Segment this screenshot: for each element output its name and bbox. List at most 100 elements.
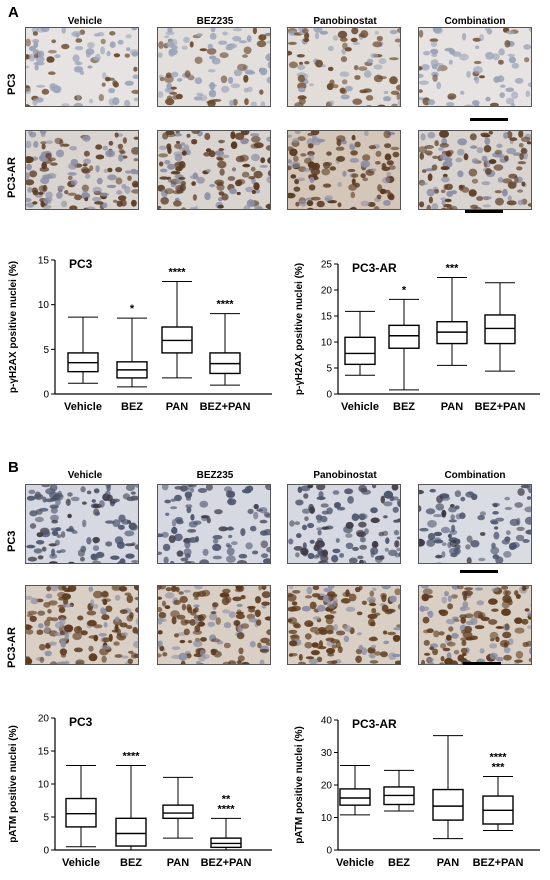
y-tick-label: 10 (38, 780, 50, 791)
y-tick-label: 20 (321, 286, 333, 297)
significance-label: **** (217, 803, 235, 815)
x-tick-label: Vehicle (336, 857, 374, 869)
significance-label: **** (168, 266, 186, 278)
micrograph-pc3-b-3 (287, 484, 401, 564)
col-head-vehicle-a: Vehicle (67, 16, 103, 27)
micrograph-pc3ar-a-4 (418, 130, 532, 210)
micrograph-pc3-b-2 (157, 484, 271, 564)
micrograph-pc3-b-4 (418, 484, 532, 564)
y-tick-label: 20 (38, 714, 50, 725)
x-tick-label: Vehicle (341, 401, 379, 413)
row-head-pc3-b: PC3 (6, 530, 18, 552)
scale-bar (470, 118, 508, 121)
y-tick-label: 15 (38, 747, 50, 758)
y-tick-label: 10 (321, 813, 333, 824)
box (484, 314, 516, 345)
col-head-vehicle-b: Vehicle (67, 470, 103, 481)
x-tick-label: PAN (166, 401, 188, 413)
micrograph-pc3-a-1 (25, 27, 139, 107)
significance-label: *** (492, 762, 506, 774)
col-head-pan-a: Panobinostat (313, 16, 377, 27)
micrograph-pc3ar-a-3 (287, 130, 401, 210)
x-tick-label: BEZ+PAN (200, 401, 251, 413)
y-tick-label: 30 (321, 748, 333, 759)
x-tick-label: PAN (441, 401, 463, 413)
x-tick-label: BEZ+PAN (473, 857, 524, 869)
micrograph-pc3ar-b-4 (418, 585, 532, 665)
row-head-pc3ar-a: PC3-AR (6, 157, 18, 198)
chart-title: PC3-AR (352, 261, 397, 275)
box (432, 788, 464, 821)
scale-bar (463, 662, 501, 665)
x-tick-label: BEZ+PAN (475, 401, 526, 413)
significance-label: **** (489, 752, 507, 764)
y-tick-label: 10 (38, 300, 50, 311)
x-tick-label: BEZ (388, 857, 410, 869)
scale-bar (465, 210, 503, 213)
chart-title: PC3-AR (352, 717, 397, 731)
panel-b-letter: B (8, 459, 19, 476)
y-tick-label: 20 (321, 781, 333, 792)
box (115, 817, 147, 847)
chart-pc3ar-patm: pATM positive nuclei (%) PC3-AR 0 10 20 30 40 V… (294, 716, 540, 869)
box (65, 797, 97, 828)
col-head-bez-b: BEZ235 (196, 470, 234, 481)
chart-pc3-patm: pATM positive nuclei (%) PC3 0 5 10 15 20 Vehic… (8, 714, 272, 869)
x-tick-label: PAN (437, 857, 459, 869)
x-tick-label: BEZ (393, 401, 415, 413)
chart-pc3ar-gammah2ax: p-γH2AX positive nuclei (%) PC3-AR 0 5 10 15 2… (294, 260, 540, 413)
significance-label: * (402, 284, 407, 296)
micrograph-pc3ar-b-3 (287, 585, 401, 665)
y-axis-label: p-γH2AX positive nuclei (%) (294, 263, 305, 395)
micrograph-pc3-a-4 (418, 27, 532, 107)
micrograph-pc3ar-b-2 (157, 585, 271, 665)
col-head-bez-a: BEZ235 (196, 16, 234, 27)
chart-title: PC3 (69, 715, 93, 729)
y-tick-label: 15 (321, 312, 333, 323)
x-tick-label: PAN (167, 857, 189, 869)
y-tick-label: 10 (321, 338, 333, 349)
chart-title: PC3 (69, 257, 93, 271)
significance-label: * (130, 303, 135, 315)
chart-pc3-gammah2ax: p-γH2AX positive nuclei (%) PC3 0 5 10 15 Vehi… (8, 256, 272, 413)
significance-label: **** (216, 299, 234, 311)
row-head-pc3-a: PC3 (6, 73, 18, 95)
x-tick-label: Vehicle (64, 401, 102, 413)
y-tick-label: 40 (321, 716, 333, 727)
significance-label: ** (222, 793, 231, 805)
box (344, 336, 376, 366)
micrograph-pc3-b-1 (25, 484, 139, 564)
scale-bar (460, 570, 498, 573)
significance-label: *** (446, 263, 460, 275)
x-tick-label: Vehicle (62, 857, 100, 869)
box (339, 788, 371, 806)
micrograph-pc3ar-a-2 (157, 130, 271, 210)
significance-label: **** (122, 751, 140, 763)
y-tick-label: 5 (43, 813, 49, 824)
row-head-pc3ar-b: PC3-AR (6, 627, 18, 668)
col-head-combination-b: Combination (444, 470, 506, 481)
panel-a-letter: A (8, 4, 19, 21)
micrograph-pc3-a-3 (287, 27, 401, 107)
y-axis-label: pATM positive nuclei (%) (8, 725, 19, 843)
col-head-combination-a: Combination (444, 16, 506, 27)
y-tick-label: 0 (326, 846, 332, 857)
y-tick-label: 5 (326, 364, 332, 375)
y-tick-label: 15 (38, 256, 50, 267)
box (388, 324, 420, 349)
y-tick-label: 25 (321, 260, 333, 271)
micrograph-pc3ar-b-1 (25, 585, 139, 665)
box (162, 804, 194, 820)
micrograph-pc3ar-a-1 (25, 130, 139, 210)
y-tick-label: 0 (43, 846, 49, 857)
y-tick-label: 0 (43, 390, 49, 401)
y-tick-label: 5 (43, 345, 49, 356)
x-tick-label: BEZ (120, 857, 142, 869)
x-tick-label: BEZ+PAN (201, 857, 252, 869)
y-axis-label: p-γH2AX positive nuclei (%) (8, 261, 19, 393)
col-head-pan-b: Panobinostat (313, 470, 377, 481)
y-axis-label: pATM positive nuclei (%) (294, 726, 305, 844)
micrograph-pc3-a-2 (157, 27, 271, 107)
y-tick-label: 0 (326, 390, 332, 401)
x-tick-label: BEZ (121, 401, 143, 413)
